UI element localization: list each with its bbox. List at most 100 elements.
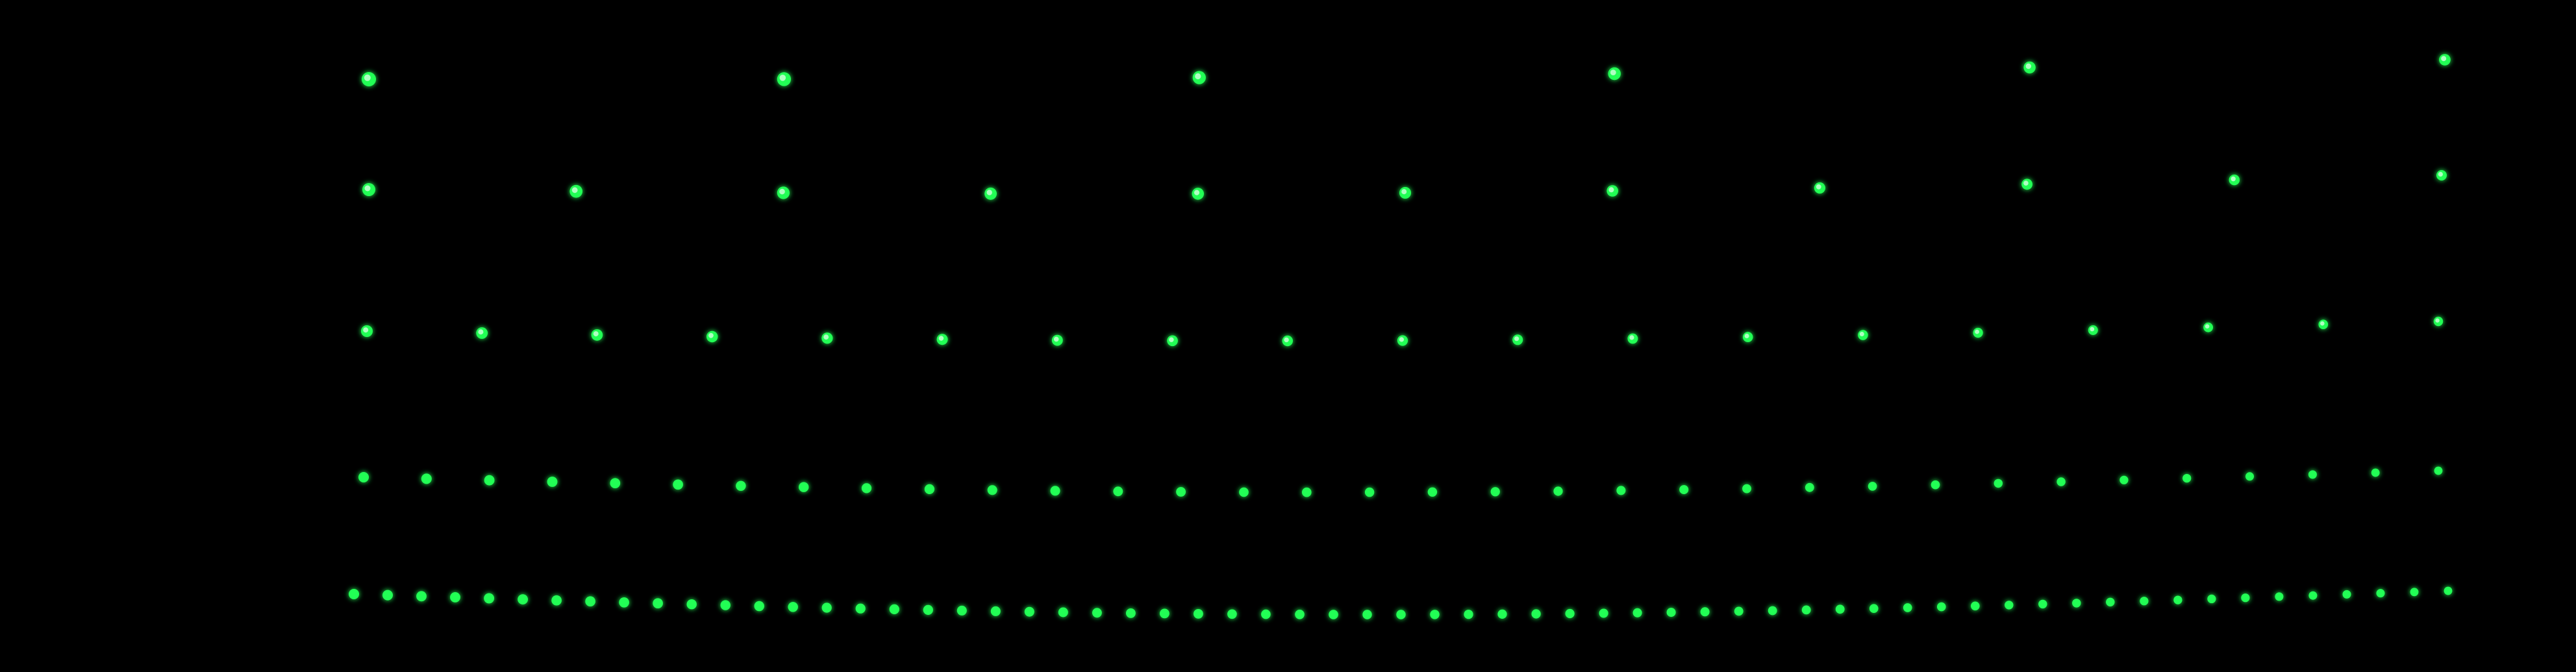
dot-core [938,336,944,341]
dot-core [2231,176,2236,182]
green-dot [2182,474,2192,483]
row-1 [362,54,2451,86]
dot-core [1975,329,1980,334]
dot-core [2090,327,2095,332]
green-dot [585,596,595,606]
green-dot [2308,470,2317,479]
green-dot [1126,608,1136,618]
green-dot [736,480,746,491]
green-dot [1565,608,1575,619]
green-dot [2371,468,2380,477]
green-dot [2376,589,2385,598]
green-dot [2308,591,2318,600]
green-dot [1497,609,1507,619]
green-dot [518,594,528,604]
green-dot [1768,606,1777,616]
green-dot [382,590,393,601]
green-dot [484,593,494,604]
dot-core [1195,73,1201,80]
green-dot [2173,595,2182,604]
dot-core [2441,56,2447,62]
green-dot [1869,604,1879,613]
dot-core [1401,189,1407,195]
green-dot [686,599,697,610]
dot-core [2205,324,2210,329]
green-dot [2072,599,2081,608]
row-3 [361,316,2444,347]
dot-core [1053,336,1059,342]
green-dot [1903,603,1912,612]
green-dot [610,478,621,488]
dot-core [1610,69,1616,75]
dot-core [478,329,484,335]
dot-core [364,74,371,81]
green-dot [1835,604,1845,614]
green-dot [1239,487,1249,497]
green-dot [358,472,369,482]
green-dot [799,482,809,492]
dot-core [593,331,599,337]
green-dot [1227,609,1237,619]
dot-core [779,75,786,81]
green-dot [2140,597,2149,606]
dot-core [364,185,371,192]
green-dot [990,606,1001,616]
dot-core [823,334,829,340]
green-dot [957,605,967,616]
green-dot [1113,486,1123,497]
green-dot [2207,594,2216,604]
green-dot [720,600,731,610]
green-dot [2038,599,2047,609]
dot-core [1194,190,1200,195]
dot-core [779,188,785,195]
row-4 [358,466,2443,497]
green-dot [1058,607,1068,617]
green-dot [1666,608,1676,617]
green-dot [1531,609,1541,619]
dot-rows [349,54,2453,619]
dot-core [363,327,369,333]
green-dot [889,604,899,615]
green-dot [2005,601,2014,610]
green-dot [1050,486,1060,496]
dot-core [2320,321,2325,326]
green-dot [673,479,683,490]
green-dot [1092,608,1102,618]
green-dot [2057,477,2066,486]
green-dot [1805,482,1814,492]
dot-core [2438,171,2443,177]
green-dot [1427,487,1438,497]
row-5 [349,586,2453,619]
dot-core [1169,337,1174,342]
dot-core [1859,332,1864,336]
green-dot [1194,609,1203,619]
green-dot [923,604,933,616]
green-dot [2342,590,2351,599]
dot-core [1608,187,1614,193]
green-dot [1734,606,1744,616]
green-dot [1742,484,1751,493]
green-dot [1261,609,1271,619]
green-dot [1329,610,1338,619]
green-dot [2434,466,2443,475]
green-dot [1464,610,1473,619]
green-dot [421,473,432,484]
green-dot [1616,486,1626,495]
green-dot [1302,487,1312,497]
green-dot [1599,608,1608,618]
green-dot [754,601,764,612]
green-dot [924,484,934,495]
green-dot [821,603,832,613]
dot-core [2025,63,2031,69]
green-dot [1971,601,1980,611]
green-dot [1553,486,1563,496]
green-dot [1632,608,1642,617]
green-dot [653,598,663,608]
green-dot [1931,480,1940,490]
dot-core [2023,180,2029,186]
dot-core [986,190,992,195]
green-dot [1801,605,1811,615]
dot-core [1399,337,1404,342]
dot-core [1514,336,1519,342]
